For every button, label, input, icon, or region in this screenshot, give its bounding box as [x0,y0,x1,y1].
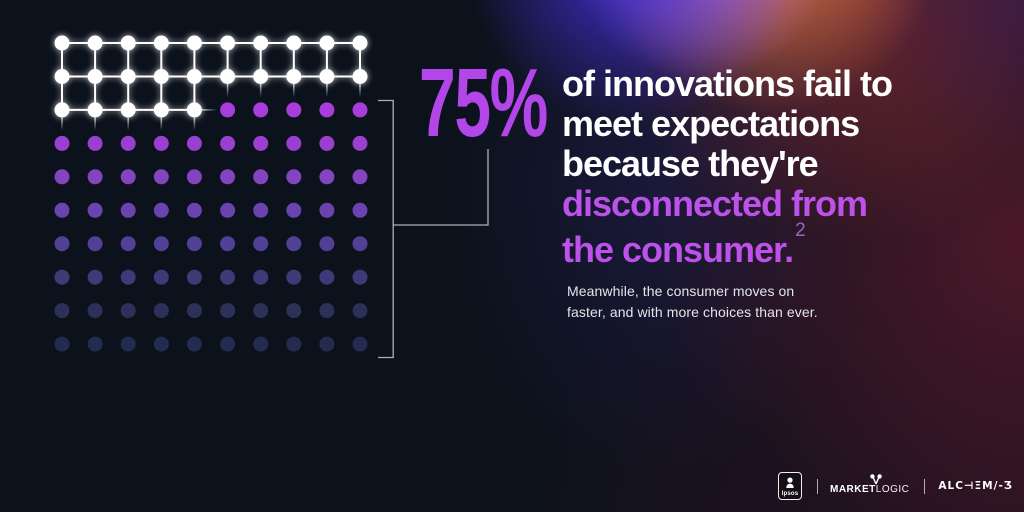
headline-line-3: because they're [562,143,819,184]
footnote-marker: 2 [795,220,806,241]
ipsos-label: Ipsos [781,491,799,497]
headline-line-4: disconnected from [562,183,868,224]
ipsos-person-icon [786,477,794,488]
headline-line-5: the consumer. 2 [562,220,806,270]
stat-value: 75% [419,48,548,157]
headline-line-1: of innovations fail to [562,63,893,104]
subtext-line-2: faster, and with more choices than ever. [567,304,818,320]
marketlogic-label-light: LOGIC [875,483,910,495]
marketlogic-logo: MARKETLOGIC [830,473,910,495]
ipsos-logo: Ipsos [778,472,802,500]
marketlogic-sprout-icon [870,473,882,484]
logo-separator [924,478,926,494]
headline: of innovations fail to meet expectations… [562,64,992,270]
headline-line-2: meet expectations [562,103,860,144]
footer-logos: Ipsos MARKETLOGIC ALC⊣ΞM/-Ʒ [778,469,1013,503]
alchemyx-logo: ALC⊣ΞM/-Ʒ [938,480,1013,492]
subtext: Meanwhile, the consumer moves on faster,… [567,281,818,323]
logo-separator [817,478,818,494]
marketlogic-label-bold: MARKET [830,483,876,495]
subtext-line-1: Meanwhile, the consumer moves on [567,283,795,299]
